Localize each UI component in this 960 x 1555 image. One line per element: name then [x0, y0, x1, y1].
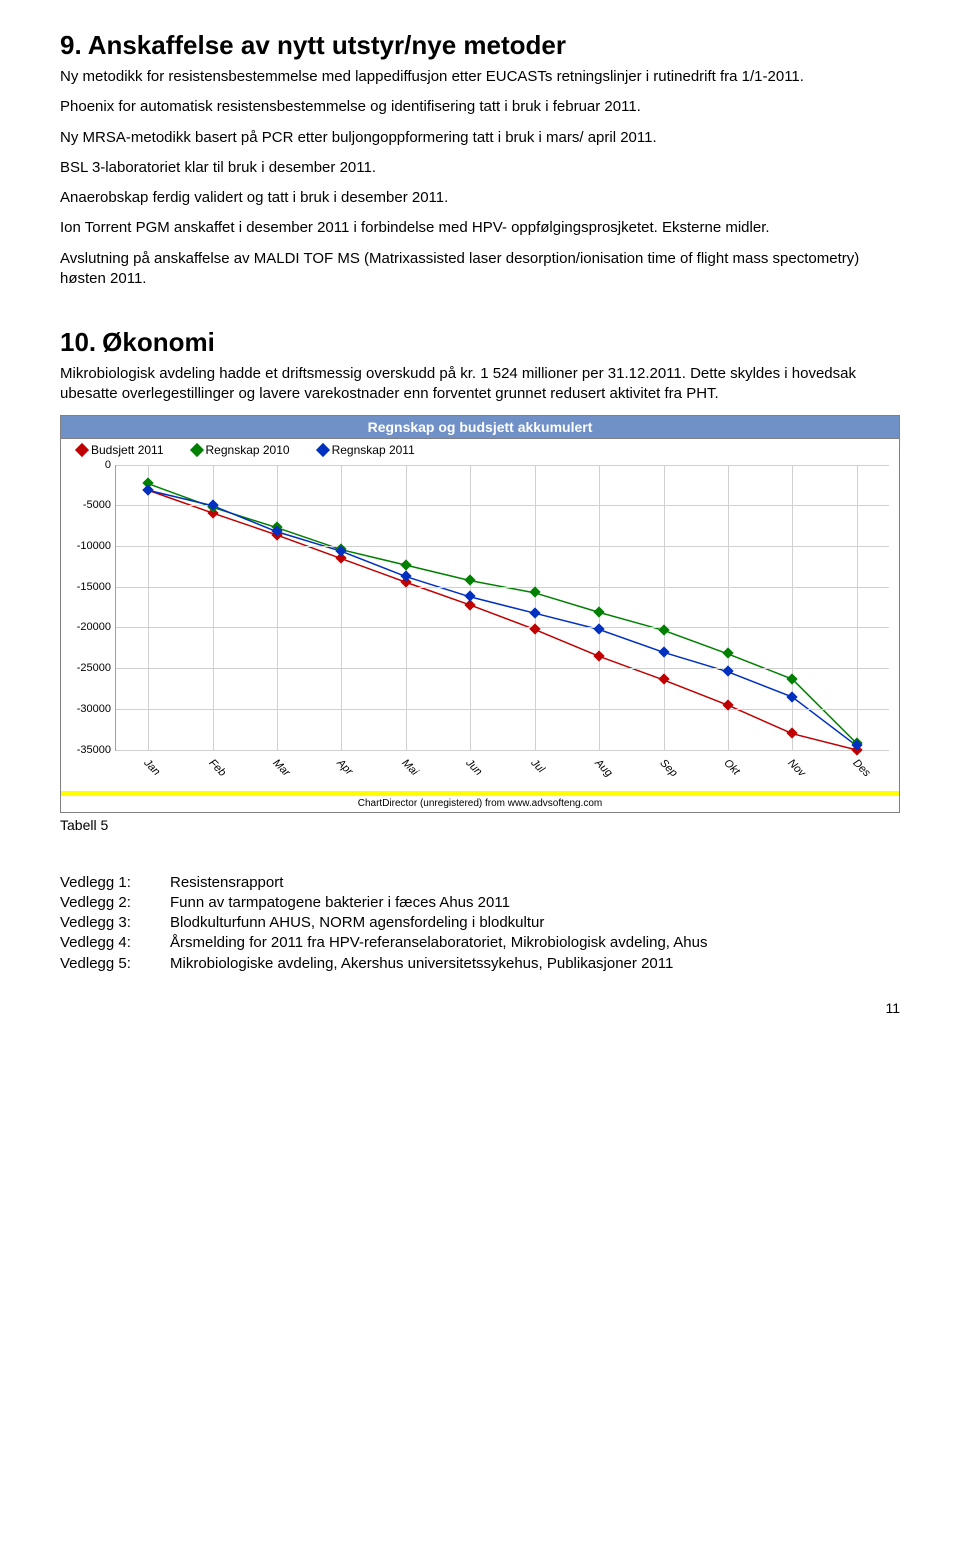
- s9-para-4: Anaerobskap ferdig validert og tatt i br…: [60, 188, 900, 208]
- legend-label-1: Regnskap 2010: [206, 443, 290, 457]
- x-tick-label: Mai: [399, 757, 420, 778]
- y-tick-label: 0: [61, 459, 111, 471]
- chart-title: Regnskap og budsjett akkumulert: [61, 416, 899, 439]
- x-tick-label: Nov: [786, 757, 808, 779]
- x-tick-label: Aug: [592, 757, 614, 779]
- vedlegg-text-2: Blodkulturfunn AHUS, NORM agensfordeling…: [170, 913, 900, 933]
- y-tick-label: -10000: [61, 540, 111, 552]
- x-tick-label: Feb: [206, 757, 228, 779]
- s9-para-1: Phoenix for automatisk resistensbestemme…: [60, 97, 900, 117]
- x-tick-label: Apr: [335, 757, 356, 778]
- vedlegg-text-4: Mikrobiologiske avdeling, Akershus unive…: [170, 954, 900, 974]
- attachments-block: Vedlegg 1: Resistensrapport Vedlegg 2: F…: [60, 873, 900, 974]
- s9-para-5: Ion Torrent PGM anskaffet i desember 201…: [60, 218, 900, 238]
- legend-item-0: Budsjett 2011: [77, 443, 164, 457]
- y-tick-label: -30000: [61, 703, 111, 715]
- section-9-heading: 9.Anskaffelse av nytt utstyr/nye metoder: [60, 30, 900, 61]
- y-tick-label: -15000: [61, 581, 111, 593]
- y-tick-label: -20000: [61, 621, 111, 633]
- legend-item-2: Regnskap 2011: [318, 443, 415, 457]
- s9-para-2: Ny MRSA-metodikk basert på PCR etter bul…: [60, 128, 900, 148]
- legend-label-0: Budsjett 2011: [91, 443, 164, 457]
- budget-chart: Regnskap og budsjett akkumulert Budsjett…: [60, 415, 900, 813]
- chart-legend: Budsjett 2011 Regnskap 2010 Regnskap 201…: [61, 439, 899, 461]
- page-number: 11: [60, 1000, 900, 1016]
- y-tick-label: -5000: [61, 499, 111, 511]
- section-10-title: Økonomi: [102, 327, 215, 357]
- vedlegg-label-3: Vedlegg 4:: [60, 933, 170, 953]
- chart-lines-svg: [116, 465, 889, 750]
- s9-para-3: BSL 3-laboratoriet klar til bruk i desem…: [60, 158, 900, 178]
- y-tick-label: -35000: [61, 744, 111, 756]
- x-tick-label: Jan: [142, 757, 163, 778]
- vedlegg-text-0: Resistensrapport: [170, 873, 900, 893]
- chart-plot: [115, 465, 889, 751]
- legend-label-2: Regnskap 2011: [332, 443, 415, 457]
- section-9-title: Anskaffelse av nytt utstyr/nye metoder: [88, 30, 566, 60]
- table-caption: Tabell 5: [60, 817, 900, 833]
- vedlegg-label-0: Vedlegg 1:: [60, 873, 170, 893]
- s10-para: Mikrobiologisk avdeling hadde et driftsm…: [60, 364, 900, 405]
- vedlegg-label-1: Vedlegg 2:: [60, 893, 170, 913]
- x-tick-label: Jun: [464, 757, 485, 778]
- chart-plot-area: 0 -5000 -10000 -15000 -20000 -25000 -30000 -350…: [61, 461, 899, 791]
- legend-marker-1: [189, 442, 203, 456]
- x-tick-label: Okt: [721, 757, 742, 778]
- legend-marker-0: [75, 442, 89, 456]
- vedlegg-label-4: Vedlegg 5:: [60, 954, 170, 974]
- y-tick-label: -25000: [61, 662, 111, 674]
- vedlegg-row-1: Vedlegg 2: Funn av tarmpatogene bakterie…: [60, 893, 900, 913]
- section-10-heading: 10.Økonomi: [60, 327, 900, 358]
- vedlegg-row-0: Vedlegg 1: Resistensrapport: [60, 873, 900, 893]
- section-10-number: 10.: [60, 327, 96, 357]
- vedlegg-row-3: Vedlegg 4: Årsmelding for 2011 fra HPV-r…: [60, 933, 900, 953]
- vedlegg-label-2: Vedlegg 3:: [60, 913, 170, 933]
- vedlegg-row-2: Vedlegg 3: Blodkulturfunn AHUS, NORM age…: [60, 913, 900, 933]
- x-tick-label: Sep: [657, 757, 679, 779]
- s9-para-6: Avslutning på anskaffelse av MALDI TOF M…: [60, 249, 900, 290]
- x-tick-label: Des: [850, 757, 872, 779]
- vedlegg-row-4: Vedlegg 5: Mikrobiologiske avdeling, Ake…: [60, 954, 900, 974]
- s9-para-0: Ny metodikk for resistensbestemmelse med…: [60, 67, 900, 87]
- vedlegg-text-3: Årsmelding for 2011 fra HPV-referanselab…: [170, 933, 900, 953]
- section-9-number: 9.: [60, 30, 82, 60]
- x-tick-label: Mar: [270, 757, 292, 779]
- chart-footer-text: ChartDirector (unregistered) from www.ad…: [61, 796, 899, 812]
- x-tick-label: Jul: [528, 757, 546, 775]
- vedlegg-text-1: Funn av tarmpatogene bakterier i fæces A…: [170, 893, 900, 913]
- legend-item-1: Regnskap 2010: [192, 443, 290, 457]
- legend-marker-2: [316, 442, 330, 456]
